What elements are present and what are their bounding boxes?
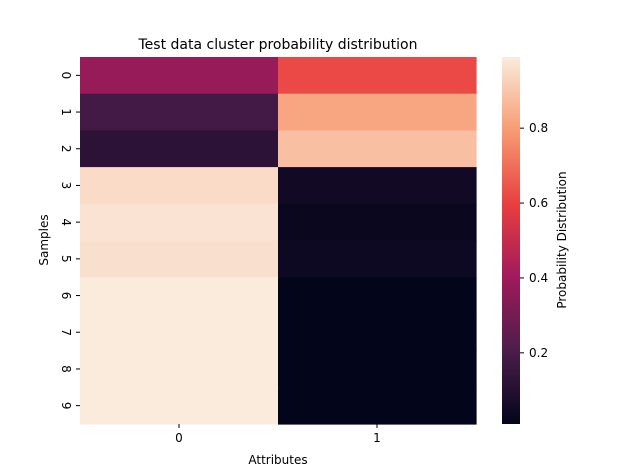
colorbar-tick-label: 0.8 xyxy=(529,121,548,135)
y-tick-label: 2 xyxy=(59,145,73,153)
y-axis-ticks: 0 1 2 3 4 5 6 7 8 9 xyxy=(59,72,80,410)
heatmap-cell xyxy=(80,387,279,425)
colorbar-tick-label: 0.2 xyxy=(529,346,548,360)
heatmap-cell xyxy=(278,130,477,168)
y-tick-label: 8 xyxy=(59,365,73,373)
heatmap-cell xyxy=(278,203,477,242)
heatmap-cell xyxy=(80,240,279,278)
heatmap-cells xyxy=(80,57,477,425)
heatmap-cell xyxy=(80,130,279,168)
colorbar: 0.2 0.4 0.6 0.8 xyxy=(502,57,548,424)
heatmap-cell xyxy=(80,313,279,352)
heatmap-cell xyxy=(80,93,279,131)
y-tick-label: 5 xyxy=(59,255,73,263)
x-axis-label: Attributes xyxy=(248,453,307,467)
colorbar-tick-label: 0.6 xyxy=(529,196,548,210)
heatmap-cell xyxy=(80,277,279,315)
y-tick-label: 0 xyxy=(59,72,73,80)
heatmap-cell xyxy=(278,167,477,205)
chart-title: Test data cluster probability distributi… xyxy=(138,37,418,53)
heatmap-cell xyxy=(278,350,477,388)
heatmap-cell xyxy=(80,203,279,242)
colorbar-label: Probability Distribution xyxy=(555,171,569,308)
y-tick-label: 7 xyxy=(59,328,73,336)
heatmap-cell xyxy=(278,387,477,425)
heatmap-cell xyxy=(278,240,477,278)
colorbar-ticks: 0.2 0.4 0.6 0.8 xyxy=(520,121,548,360)
y-axis-label: Samples xyxy=(37,214,51,265)
heatmap-cell xyxy=(278,93,477,131)
heatmap-cell xyxy=(80,57,279,95)
heatmap-cell xyxy=(278,57,477,95)
y-tick-label: 3 xyxy=(59,182,73,190)
y-tick-label: 4 xyxy=(59,218,73,226)
colorbar-tick-label: 0.4 xyxy=(529,271,548,285)
x-tick-label: 1 xyxy=(373,431,381,445)
y-tick-label: 1 xyxy=(59,108,73,116)
x-tick-label: 0 xyxy=(175,431,183,445)
y-tick-label: 9 xyxy=(59,402,73,410)
y-tick-label: 6 xyxy=(59,292,73,300)
heatmap-cell xyxy=(278,313,477,352)
colorbar-gradient xyxy=(502,57,520,424)
heatmap-cell xyxy=(278,277,477,315)
heatmap-cell xyxy=(80,167,279,205)
heatmap-cell xyxy=(80,350,279,388)
